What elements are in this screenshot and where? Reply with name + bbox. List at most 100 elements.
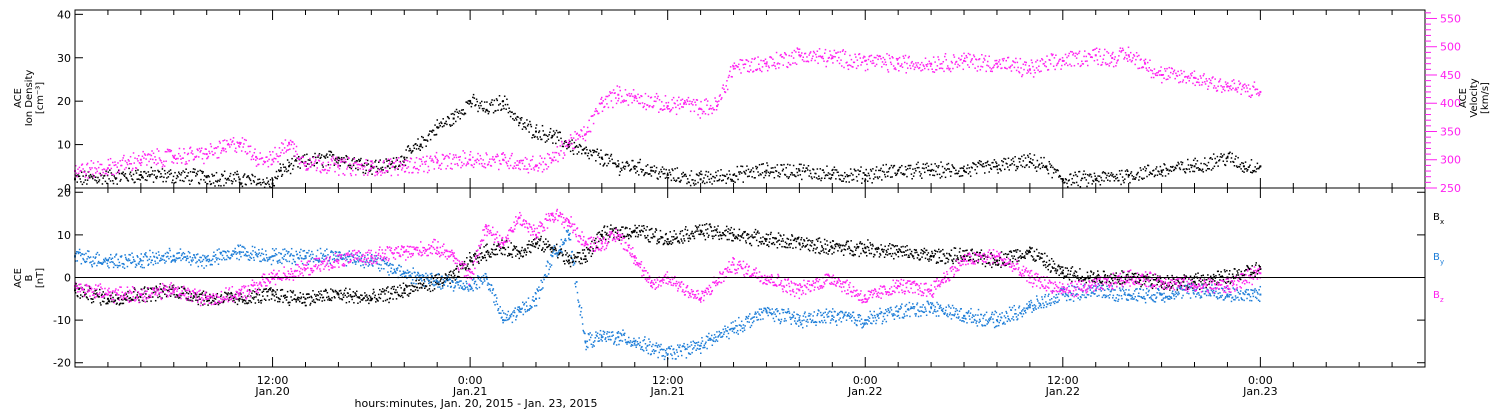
scatter-point xyxy=(1137,67,1139,70)
scatter-point xyxy=(538,238,540,241)
data-point xyxy=(798,169,801,172)
scatter-point xyxy=(866,68,869,71)
scatter-point xyxy=(1164,175,1167,177)
scatter-point xyxy=(1215,87,1217,89)
scatter-point xyxy=(817,62,819,65)
scatter-point xyxy=(1091,183,1093,185)
scatter-point xyxy=(671,242,674,244)
scatter-point xyxy=(506,103,509,106)
scatter-point xyxy=(816,240,819,242)
scatter-point xyxy=(517,164,519,166)
scatter-point xyxy=(1149,69,1152,71)
scatter-point xyxy=(612,89,615,91)
scatter-point xyxy=(282,301,284,304)
scatter-point xyxy=(810,240,812,242)
data-point xyxy=(205,153,208,156)
scatter-point xyxy=(182,170,184,172)
scatter-point xyxy=(514,112,516,115)
scatter-point xyxy=(1180,69,1182,72)
scatter-point xyxy=(430,160,433,162)
scatter-point xyxy=(1199,75,1202,77)
scatter-point xyxy=(141,299,144,302)
scatter-point xyxy=(1139,167,1142,169)
scatter-point xyxy=(78,175,81,177)
data-point xyxy=(518,250,521,253)
scatter-point xyxy=(215,171,218,174)
scatter-point xyxy=(177,176,179,178)
scatter-point xyxy=(880,244,882,246)
scatter-point xyxy=(861,61,864,63)
scatter-point xyxy=(546,246,549,248)
scatter-point xyxy=(237,298,239,301)
scatter-point xyxy=(962,167,965,169)
scatter-point xyxy=(1091,56,1093,59)
scatter-point xyxy=(511,111,513,113)
scatter-point xyxy=(846,64,849,67)
scatter-point xyxy=(435,133,438,136)
scatter-point xyxy=(440,121,442,123)
scatter-point xyxy=(535,127,537,129)
scatter-point xyxy=(932,256,935,258)
scatter-point xyxy=(244,302,246,305)
scatter-point xyxy=(485,109,487,112)
scatter-point xyxy=(1048,160,1050,163)
scatter-point xyxy=(745,169,747,172)
scatter-point xyxy=(614,227,616,230)
scatter-point xyxy=(679,181,682,183)
scatter-point xyxy=(255,165,258,167)
scatter-point xyxy=(800,236,803,239)
scatter-point xyxy=(202,290,205,292)
scatter-point xyxy=(889,167,891,169)
scatter-point xyxy=(1156,74,1159,77)
scatter-point xyxy=(195,156,197,159)
scatter-point xyxy=(839,51,842,53)
scatter-point xyxy=(492,156,494,158)
scatter-point xyxy=(803,60,805,63)
scatter-point xyxy=(951,164,953,166)
scatter-point xyxy=(934,61,936,63)
scatter-point xyxy=(438,167,440,169)
scatter-point xyxy=(576,251,579,254)
scatter-point xyxy=(1106,174,1108,177)
scatter-point xyxy=(481,252,483,254)
scatter-point xyxy=(563,154,566,156)
scatter-point xyxy=(192,171,194,173)
scatter-point xyxy=(635,95,637,98)
scatter-point xyxy=(1200,162,1202,165)
scatter-point xyxy=(317,294,319,297)
scatter-point xyxy=(196,173,198,176)
scatter-point xyxy=(878,176,881,178)
scatter-point xyxy=(429,138,432,141)
scatter-point xyxy=(495,98,498,100)
scatter-point xyxy=(818,175,820,177)
scatter-point xyxy=(517,250,520,252)
scatter-point xyxy=(966,164,969,166)
data-point xyxy=(370,167,373,170)
scatter-point xyxy=(1251,171,1253,174)
scatter-point xyxy=(612,229,614,231)
scatter-point xyxy=(304,301,306,304)
scatter-point xyxy=(782,240,784,242)
scatter-point xyxy=(1007,56,1010,59)
scatter-point xyxy=(515,117,517,119)
scatter-point xyxy=(986,60,989,63)
scatter-point xyxy=(387,158,390,161)
scatter-point xyxy=(744,240,747,242)
scatter-point xyxy=(715,171,717,174)
scatter-point xyxy=(1221,156,1223,159)
scatter-point xyxy=(358,297,361,299)
scatter-point xyxy=(865,59,867,62)
scatter-point xyxy=(542,161,544,163)
scatter-point xyxy=(162,287,165,289)
scatter-point xyxy=(513,165,516,167)
scatter-point xyxy=(890,255,893,257)
scatter-point xyxy=(945,59,947,61)
scatter-point xyxy=(658,99,661,101)
scatter-point xyxy=(1184,75,1187,78)
scatter-point xyxy=(875,63,878,66)
scatter-point xyxy=(1155,72,1158,74)
scatter-point xyxy=(1169,76,1171,79)
scatter-point xyxy=(145,158,147,160)
scatter-point xyxy=(901,63,903,65)
scatter-point xyxy=(784,241,787,243)
